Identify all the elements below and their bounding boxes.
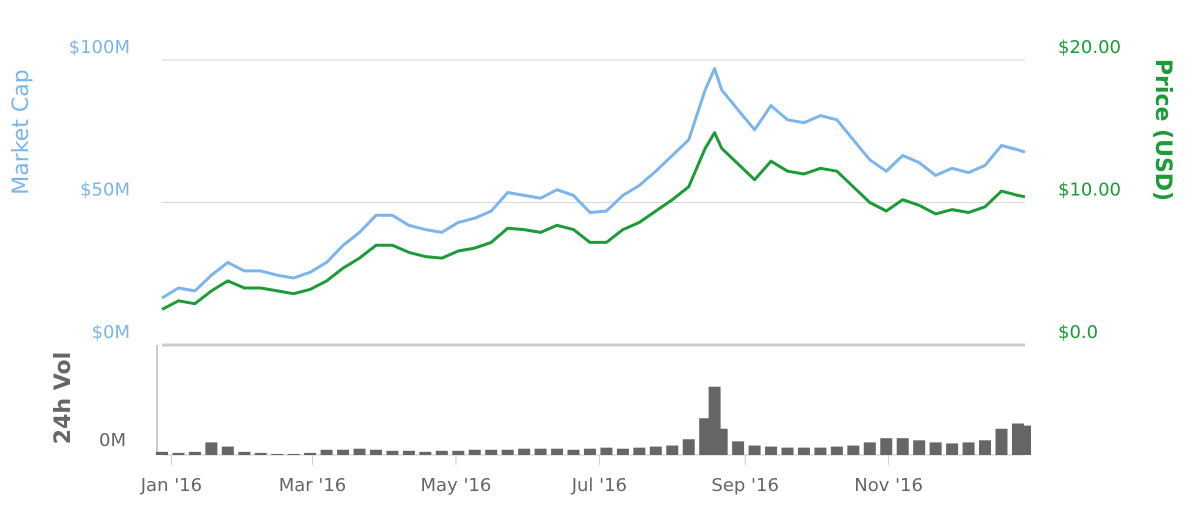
y2-tick-label: $10.00	[1058, 180, 1121, 201]
volume-bar	[205, 442, 218, 455]
volume-bar	[682, 439, 695, 455]
volume-bar	[254, 452, 267, 455]
volume-bar	[847, 445, 860, 455]
volume-bar	[271, 453, 284, 455]
volume-bar	[814, 447, 827, 455]
volume-axis-title: 24h Vol	[51, 352, 76, 444]
volume-bar	[452, 450, 465, 455]
volume-bar	[748, 445, 761, 455]
y-tick-label: $100M	[69, 37, 130, 58]
series-line	[161, 131, 1026, 311]
y-axis-title: Market Cap	[9, 69, 34, 194]
volume-bar	[567, 449, 580, 455]
volume-bar	[402, 450, 415, 455]
volume-bar	[765, 446, 778, 455]
volume-bar	[156, 451, 168, 455]
volume-bar	[188, 451, 201, 455]
volume-bar	[518, 448, 531, 455]
y2-axis-title: Price (USD)	[1150, 59, 1175, 201]
volume-bar	[715, 428, 728, 455]
volume-bar	[863, 442, 876, 455]
volume-bar	[600, 447, 613, 455]
x-tick-label: Jan '16	[140, 475, 202, 496]
volume-tick-label: 0M	[99, 430, 126, 451]
volume-bar	[386, 450, 399, 455]
volume-bar	[797, 447, 810, 455]
volume-bar	[304, 452, 317, 455]
y-tick-label: $50M	[80, 180, 130, 201]
volume-bar	[551, 448, 564, 455]
volume-bar	[534, 448, 547, 455]
volume-bar	[979, 440, 992, 455]
volume-bar	[369, 449, 382, 455]
x-tick-label: Mar '16	[279, 475, 347, 496]
x-tick-label: Sep '16	[711, 475, 779, 496]
x-tick-label: Jul '16	[571, 475, 627, 496]
y-tick-label: $0M	[92, 322, 130, 343]
volume-bar	[962, 442, 975, 455]
volume-bar	[172, 452, 185, 455]
volume-bar	[929, 442, 942, 455]
volume-bar	[946, 443, 959, 455]
volume-bar	[649, 446, 662, 455]
volume-bar	[1019, 425, 1031, 455]
volume-bar	[666, 445, 679, 455]
volume-bar	[913, 440, 926, 455]
volume-bar	[419, 451, 432, 455]
volume-bar	[633, 447, 646, 455]
x-tick-label: Nov '16	[854, 475, 923, 496]
volume-bar	[699, 418, 712, 455]
volume-bar	[485, 449, 498, 455]
volume-bar	[896, 438, 909, 455]
volume-bar	[830, 446, 843, 455]
volume-bar	[995, 428, 1008, 455]
y2-tick-label: $0.0	[1058, 322, 1098, 343]
x-tick-label: May '16	[421, 475, 492, 496]
volume-bar	[353, 448, 366, 455]
series-line	[161, 67, 1026, 300]
volume-bar	[337, 449, 350, 455]
volume-bar	[468, 449, 481, 455]
volume-bar	[781, 447, 794, 455]
volume-bar	[880, 438, 893, 455]
y2-tick-label: $20.00	[1058, 37, 1121, 58]
volume-bar	[501, 449, 514, 455]
volume-bar	[287, 453, 300, 455]
volume-bar	[616, 448, 629, 455]
volume-bar	[583, 448, 596, 455]
volume-bar	[238, 451, 251, 455]
volume-bar	[732, 441, 745, 455]
volume-bar	[435, 450, 448, 455]
volume-bar	[221, 446, 234, 455]
volume-bar	[320, 449, 333, 455]
